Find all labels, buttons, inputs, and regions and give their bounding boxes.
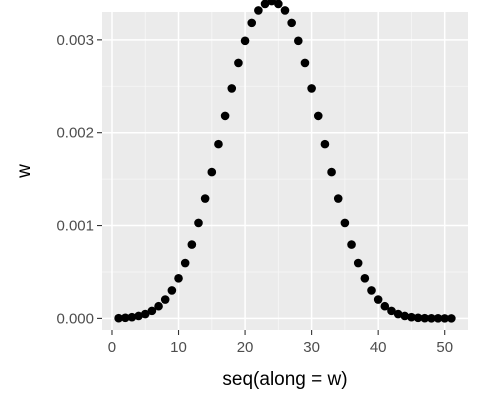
y-tick-label: 0.003: [56, 32, 94, 49]
data-point: [227, 84, 236, 93]
y-tick-label: 0.002: [56, 125, 94, 142]
data-point: [354, 259, 363, 268]
plot-panel: [102, 12, 468, 330]
data-point: [341, 219, 350, 228]
data-point: [168, 286, 177, 295]
x-tick-label: 20: [237, 339, 254, 356]
y-axis: 0.000 0.001 0.002 0.003: [56, 32, 102, 328]
data-point: [367, 286, 376, 295]
data-point: [301, 59, 310, 68]
data-point: [281, 6, 290, 15]
data-point: [161, 295, 170, 304]
data-point: [347, 240, 356, 249]
y-tick-label: 0.001: [56, 218, 94, 235]
data-point: [314, 112, 323, 121]
data-point: [174, 274, 183, 283]
data-point: [201, 194, 210, 203]
data-point: [327, 168, 336, 177]
data-point: [154, 302, 163, 311]
data-point: [234, 59, 243, 68]
data-point: [321, 140, 330, 149]
data-point: [181, 259, 190, 268]
x-axis: 0 10 20 30 40 50: [108, 330, 453, 356]
data-point: [361, 274, 370, 283]
data-point: [254, 6, 263, 15]
data-point: [221, 112, 230, 121]
y-tick-label: 0.000: [56, 310, 94, 327]
x-tick-label: 30: [303, 339, 320, 356]
data-point: [214, 140, 223, 149]
data-point: [374, 295, 383, 304]
data-point: [334, 194, 343, 203]
x-tick-label: 10: [170, 339, 187, 356]
y-axis-title: w: [14, 164, 35, 179]
data-point: [194, 219, 203, 228]
data-point: [247, 19, 256, 28]
data-point: [274, 0, 283, 8]
data-point: [241, 36, 250, 45]
x-tick-label: 50: [436, 339, 453, 356]
data-point: [287, 19, 296, 28]
x-tick-label: 0: [108, 339, 116, 356]
data-point: [447, 314, 456, 323]
data-point: [208, 168, 217, 177]
x-tick-label: 40: [370, 339, 387, 356]
data-point: [307, 84, 316, 93]
x-axis-title: seq(along = w): [222, 369, 347, 390]
data-point: [294, 36, 303, 45]
data-point: [188, 240, 197, 249]
